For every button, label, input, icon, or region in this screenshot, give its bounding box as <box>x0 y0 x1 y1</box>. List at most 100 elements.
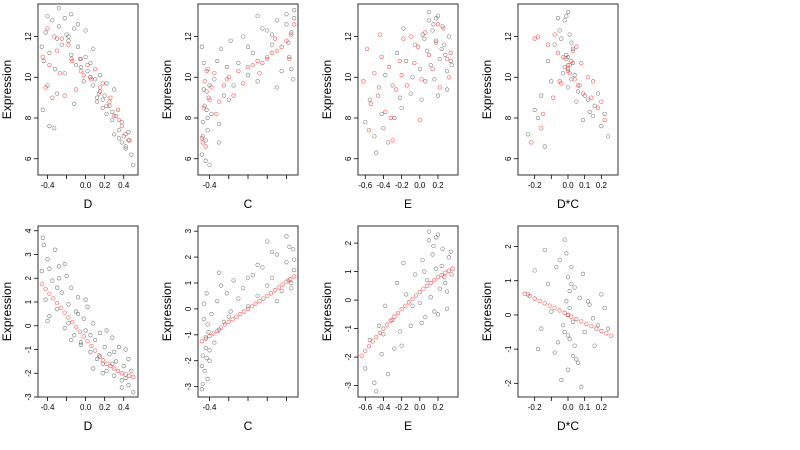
black-point <box>572 73 577 78</box>
red-point <box>580 91 586 96</box>
black-point <box>279 69 284 74</box>
y-tick-label: 2 <box>184 254 193 259</box>
black-point <box>572 343 577 348</box>
red-point <box>207 334 212 339</box>
black-point <box>129 368 134 373</box>
black-point <box>205 322 210 327</box>
black-point <box>47 314 52 319</box>
black-point <box>430 252 435 257</box>
red-point <box>585 75 591 80</box>
x-tick-label: -0.6 <box>358 403 372 412</box>
x-tick-label: 0.2 <box>596 181 608 190</box>
black-point <box>83 28 88 33</box>
red-point <box>112 113 117 119</box>
black-point <box>419 97 424 102</box>
red-point <box>390 138 395 143</box>
x-tick-label: 0.2 <box>99 403 111 412</box>
x-axis-label: E <box>404 197 412 211</box>
y-axis-label: Expression <box>160 60 174 119</box>
black-point <box>255 14 260 19</box>
black-point <box>219 283 224 288</box>
red-point <box>242 309 247 314</box>
black-point <box>545 58 551 64</box>
black-point <box>435 232 441 237</box>
red-point <box>292 274 297 279</box>
scatter-panel-1: -0.4 0.0 0.2 0.4 6 8 10 12 D Expression <box>0 3 139 211</box>
red-point <box>441 26 446 31</box>
black-point <box>199 152 204 157</box>
black-point <box>562 18 567 23</box>
black-point <box>381 126 386 131</box>
black-point <box>413 42 418 47</box>
red-point <box>265 293 270 299</box>
black-point <box>443 280 448 286</box>
black-point <box>260 265 265 270</box>
y-tick-label: 1 <box>24 299 33 304</box>
black-point <box>395 280 400 286</box>
red-point <box>123 372 128 377</box>
black-point <box>59 290 64 295</box>
black-point <box>199 363 204 368</box>
black-point <box>390 317 395 323</box>
black-point <box>200 353 205 358</box>
y-tick-label: -3 <box>184 383 193 391</box>
x-tick-label: 0.4 <box>118 403 130 412</box>
y-tick-label: 10 <box>184 72 193 81</box>
black-point <box>54 307 60 312</box>
red-point <box>93 348 98 353</box>
black-point <box>66 38 71 43</box>
black-point <box>83 54 88 60</box>
red-point <box>594 326 599 331</box>
black-point <box>97 89 102 94</box>
x-tick-label: 0.0 <box>562 403 574 412</box>
black-point <box>203 158 208 163</box>
black-point <box>56 264 62 269</box>
black-point <box>114 359 119 364</box>
black-point <box>439 46 444 51</box>
x-axis-label: D*C <box>557 197 579 211</box>
black-point <box>269 42 275 47</box>
black-point <box>599 124 604 129</box>
black-point <box>62 326 67 331</box>
black-point <box>200 119 205 125</box>
red-point <box>104 103 109 108</box>
black-point <box>289 30 294 35</box>
black-point <box>422 36 427 41</box>
black-point <box>408 91 413 96</box>
points-layer <box>39 235 136 395</box>
x-tick-label: 0.0 <box>414 181 426 190</box>
red-point <box>66 315 71 320</box>
red-point <box>522 291 527 296</box>
black-point <box>431 22 436 27</box>
red-point <box>58 305 63 311</box>
black-point <box>426 229 431 234</box>
red-point <box>555 50 561 55</box>
black-point <box>599 292 604 297</box>
x-tick-label: -0.4 <box>41 403 55 412</box>
red-point <box>69 56 74 62</box>
black-point <box>209 111 214 117</box>
red-point <box>386 65 391 70</box>
black-point <box>119 140 124 145</box>
x-tick-label: 0.0 <box>80 181 92 190</box>
black-point <box>555 16 561 21</box>
black-point <box>587 109 592 114</box>
red-point <box>231 93 236 98</box>
red-point <box>199 339 204 344</box>
red-point <box>425 283 430 288</box>
black-point <box>245 73 251 78</box>
x-tick-label: -0.4 <box>377 403 391 412</box>
scatter-panel-4: -0.2 0.0 0.1 0.2 6 8 10 12 D*C Expression <box>480 3 619 211</box>
x-tick-label: -0.4 <box>377 181 391 190</box>
red-point <box>96 353 102 358</box>
red-point <box>43 85 48 90</box>
red-point <box>401 36 406 41</box>
black-point <box>579 384 584 389</box>
black-point <box>437 56 442 62</box>
black-point <box>203 345 208 350</box>
black-point <box>392 346 397 351</box>
black-point <box>435 93 441 98</box>
black-point <box>91 321 96 326</box>
red-point <box>205 67 210 72</box>
black-point <box>81 316 86 321</box>
